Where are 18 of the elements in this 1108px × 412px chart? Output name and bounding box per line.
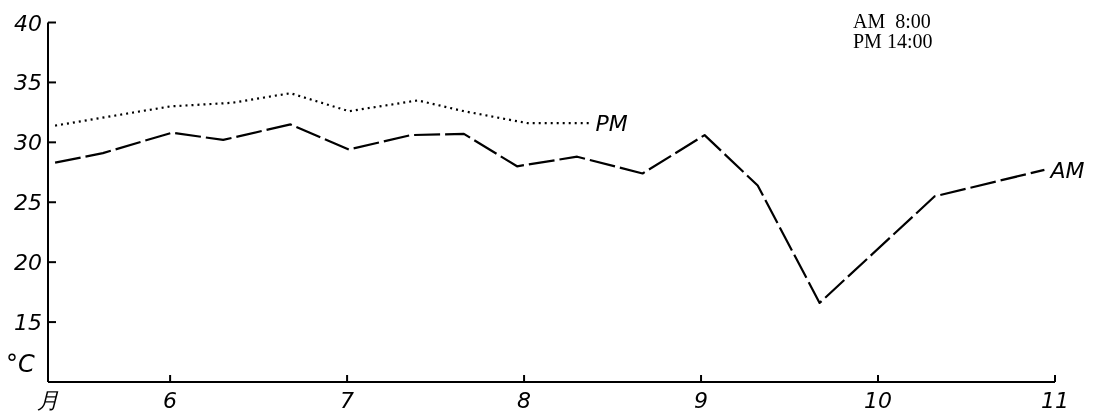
x-tick-label: 7 [340, 388, 355, 412]
y-tick-label: 35 [14, 70, 42, 96]
annotation: AM 8:00 [853, 10, 931, 32]
y-tick-label: 20 [14, 250, 42, 276]
y-axis-title: °C [6, 350, 35, 378]
x-tick-label: 11 [1041, 388, 1069, 412]
x-tick-label: 8 [517, 388, 532, 412]
y-tick-label: 40 [14, 10, 42, 36]
x-tick-label: 6 [163, 388, 178, 412]
y-tick-label: 25 [14, 190, 42, 216]
x-tick-label: 10 [864, 388, 893, 412]
y-tick-label: 30 [14, 130, 42, 156]
x-tick-label: 9 [694, 388, 709, 412]
y-tick-label: 15 [14, 310, 42, 336]
series-label: AM [1048, 157, 1085, 183]
annotation: PM 14:00 [853, 30, 933, 52]
x-tick-label: 月 [37, 388, 59, 412]
series-label: PM [595, 111, 628, 137]
